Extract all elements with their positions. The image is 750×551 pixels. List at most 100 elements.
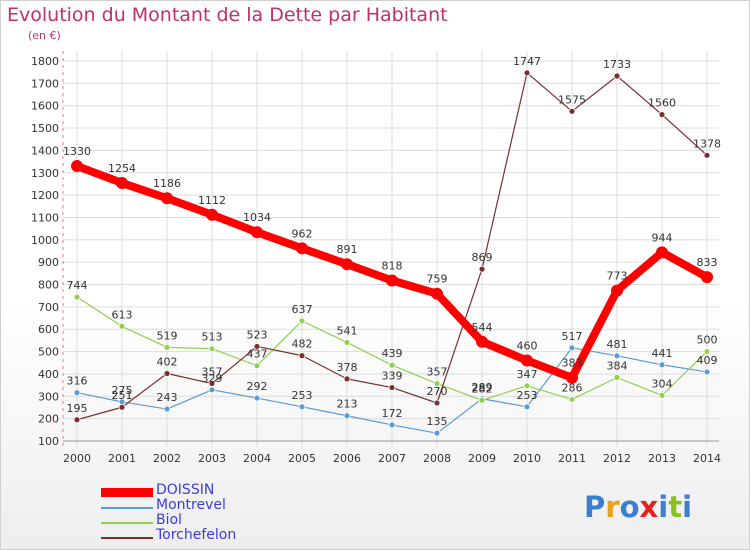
data-label-torchefelon: 357 xyxy=(202,366,223,379)
data-label-torchefelon: 1378 xyxy=(693,137,721,150)
data-label-montrevel: 441 xyxy=(652,347,673,360)
data-point-torchefelon xyxy=(568,107,576,115)
proxiti-logo: Proxiti xyxy=(584,490,692,524)
data-label-doissin: 833 xyxy=(697,256,718,269)
data-label-torchefelon: 251 xyxy=(112,389,133,402)
logo-letter: i xyxy=(658,490,669,524)
data-point-torchefelon xyxy=(478,265,486,273)
data-point-doissin xyxy=(161,192,173,205)
data-point-torchefelon xyxy=(208,380,216,387)
x-tick-label: 2010 xyxy=(513,452,541,465)
y-tick-label: 1700 xyxy=(31,77,59,90)
data-label-biol: 519 xyxy=(157,329,178,342)
data-point-doissin xyxy=(296,242,308,255)
y-tick-label: 800 xyxy=(38,279,59,292)
x-tick-label: 2004 xyxy=(243,452,271,465)
y-tick-label: 1000 xyxy=(31,234,59,247)
data-label-montrevel: 517 xyxy=(562,330,583,343)
chart-unit-label: (en €) xyxy=(28,29,61,42)
data-label-biol: 286 xyxy=(562,381,583,394)
x-tick-label: 2006 xyxy=(333,452,361,465)
logo-letter: t xyxy=(668,490,683,524)
data-label-torchefelon: 339 xyxy=(382,370,403,383)
data-point-montrevel xyxy=(73,389,81,397)
y-tick-label: 1800 xyxy=(31,55,59,68)
data-point-doissin xyxy=(701,271,713,284)
data-label-montrevel: 253 xyxy=(517,389,538,402)
data-label-torchefelon: 1575 xyxy=(558,93,586,106)
legend-label: Biol xyxy=(156,512,182,528)
x-tick-label: 2012 xyxy=(603,452,631,465)
x-tick-label: 2001 xyxy=(108,452,136,465)
data-label-doissin: 544 xyxy=(472,321,493,334)
data-label-torchefelon: 869 xyxy=(472,251,493,264)
data-label-biol: 744 xyxy=(67,279,88,292)
data-label-biol: 541 xyxy=(337,324,358,337)
data-point-montrevel xyxy=(343,412,351,420)
data-label-doissin: 944 xyxy=(652,231,673,244)
data-point-biol xyxy=(343,339,351,346)
data-point-biol xyxy=(568,396,576,403)
data-label-biol: 613 xyxy=(112,308,133,321)
data-label-biol: 357 xyxy=(427,366,448,379)
data-label-biol: 513 xyxy=(202,331,223,344)
logo-letter: r xyxy=(605,490,620,524)
x-tick-label: 2003 xyxy=(198,452,226,465)
data-label-doissin: 773 xyxy=(607,270,628,283)
data-point-montrevel xyxy=(253,394,261,402)
data-point-torchefelon xyxy=(523,69,531,77)
x-tick-label: 2000 xyxy=(63,452,91,465)
legend-swatch xyxy=(101,507,153,509)
y-tick-label: 1200 xyxy=(31,189,59,202)
legend-swatch xyxy=(101,537,153,539)
data-point-doissin xyxy=(656,246,668,259)
data-point-torchefelon xyxy=(388,384,396,391)
logo-letter: x xyxy=(639,490,659,524)
data-label-torchefelon: 523 xyxy=(247,328,268,341)
data-point-montrevel xyxy=(163,405,171,413)
x-tick-label: 2009 xyxy=(468,452,496,465)
data-label-montrevel: 329 xyxy=(202,372,223,385)
data-point-doissin xyxy=(116,177,128,190)
data-point-doissin xyxy=(476,335,488,348)
data-label-doissin: 1034 xyxy=(243,211,271,224)
data-point-biol xyxy=(478,396,486,404)
data-point-montrevel xyxy=(523,403,531,411)
data-label-doissin: 1112 xyxy=(198,194,226,207)
data-label-montrevel: 316 xyxy=(67,375,88,388)
data-point-montrevel xyxy=(208,386,216,394)
data-point-torchefelon xyxy=(73,416,81,424)
data-label-doissin: 1254 xyxy=(108,162,136,175)
data-point-torchefelon xyxy=(658,111,666,119)
series-montrevel xyxy=(73,344,711,437)
data-label-doissin: 1330 xyxy=(63,145,91,158)
y-tick-label: 700 xyxy=(38,301,59,314)
data-point-biol xyxy=(73,293,81,301)
y-tick-label: 1100 xyxy=(31,211,59,224)
x-tick-label: 2011 xyxy=(558,452,586,465)
data-point-montrevel xyxy=(658,361,666,369)
legend-label: DOISSIN xyxy=(156,482,215,498)
chart-title: Evolution du Montant de la Dette par Hab… xyxy=(7,4,448,26)
data-label-torchefelon: 270 xyxy=(427,385,448,398)
legend-swatch xyxy=(101,522,153,524)
y-tick-label: 100 xyxy=(38,435,59,448)
data-label-doissin: 818 xyxy=(382,260,403,273)
data-point-doissin xyxy=(71,160,83,173)
data-label-montrevel: 135 xyxy=(427,415,448,428)
y-tick-label: 1600 xyxy=(31,100,59,113)
x-tick-label: 2007 xyxy=(378,452,406,465)
data-label-montrevel: 275 xyxy=(112,384,133,397)
y-tick-label: 1500 xyxy=(31,122,59,135)
y-tick-label: 900 xyxy=(38,256,59,269)
y-tick-label: 500 xyxy=(38,346,59,359)
data-label-biol: 384 xyxy=(607,360,628,373)
x-tick-label: 2014 xyxy=(693,452,721,465)
x-tick-label: 2013 xyxy=(648,452,676,465)
data-label-torchefelon: 482 xyxy=(292,338,313,351)
y-tick-label: 1300 xyxy=(31,167,59,180)
data-label-biol: 347 xyxy=(517,368,538,381)
data-point-montrevel xyxy=(298,403,306,411)
legend-swatch xyxy=(101,488,153,497)
